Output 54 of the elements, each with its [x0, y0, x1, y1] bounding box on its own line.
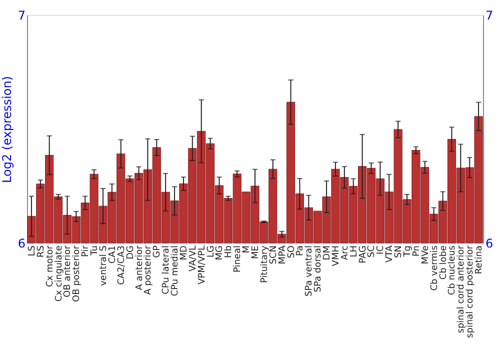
x-tick-label: MD: [179, 245, 190, 260]
x-tick-label: MG: [215, 245, 226, 260]
x-tick-label: A posterior: [144, 245, 154, 295]
x-tick-label: Pa: [296, 246, 306, 256]
x-tick-label: SCN: [268, 246, 279, 264]
x-tick-label: Cb vermis: [430, 245, 440, 291]
x-tick-label: Retina: [474, 246, 485, 274]
x-tick-label: CPu lateral: [162, 246, 172, 294]
x-tick-label: IC: [376, 246, 386, 254]
x-tick-label: Cx cingulate: [54, 245, 64, 302]
x-tick-label: VTA: [385, 244, 396, 263]
x-tick-label: SO: [286, 246, 297, 258]
x-tick-label: A anterior: [134, 245, 145, 290]
x-tick-label: MVe: [420, 245, 431, 264]
x-tick-label: VPM/VPL: [197, 246, 208, 284]
x-tick-label: MPA: [278, 244, 288, 264]
x-tick-label: Hb: [224, 245, 234, 258]
x-tick-label: spinal cord posterior: [466, 245, 476, 338]
x-tick-label: CA1: [108, 246, 118, 264]
x-tick-label: LG: [206, 245, 216, 258]
x-tick-label: LH: [349, 246, 360, 258]
x-tick-label: Tu: [90, 246, 100, 256]
x-tick-label: ME: [251, 245, 261, 259]
x-tick-label: SN: [394, 246, 404, 258]
x-tick-label: Pituitary: [260, 244, 270, 284]
x-tick-label: M: [242, 246, 252, 254]
x-tick-label: Cb lobe: [438, 245, 449, 280]
y2-tick-label: 7: [486, 8, 494, 22]
x-tick-label: DM: [322, 246, 333, 260]
x-tick-label: GP: [152, 244, 163, 258]
x-tick-label: SPa ventral: [304, 246, 315, 296]
x-tick-label: DG: [126, 245, 136, 260]
x-tick-label: SC: [367, 246, 378, 258]
x-tick-label: Cb nucleus: [448, 245, 458, 296]
x-tick-label: Pn: [412, 246, 422, 256]
y2-tick-label: 6: [486, 236, 494, 250]
x-tick-label: PAG: [358, 245, 368, 264]
x-tick-label: Tg: [403, 246, 413, 258]
x-tick-label: Pineal: [233, 246, 244, 272]
x-tick-label: RS: [36, 245, 46, 258]
y-axis-title: Log2 (expression): [0, 76, 14, 183]
x-tick-label: ventral S: [99, 245, 109, 286]
x-tick-label: Arc: [340, 245, 350, 260]
x-tick-label: OB anterior: [63, 245, 74, 298]
x-tick-label: VA/VL: [188, 246, 198, 272]
x-tick-label: VMH: [331, 246, 342, 266]
x-tick-label: Cx motor: [45, 245, 56, 287]
x-tick-label: LS: [27, 245, 38, 256]
x-tick-label: Pir: [81, 245, 92, 257]
x-tick-label: OB posterior: [72, 245, 82, 302]
x-tick-label: CPu medial: [170, 246, 181, 296]
x-tick-label: spinal cord anterior: [456, 245, 467, 334]
x-tick-label: SPa dorsal: [314, 246, 324, 292]
x-tick-label: CA2/CA3: [116, 246, 127, 285]
